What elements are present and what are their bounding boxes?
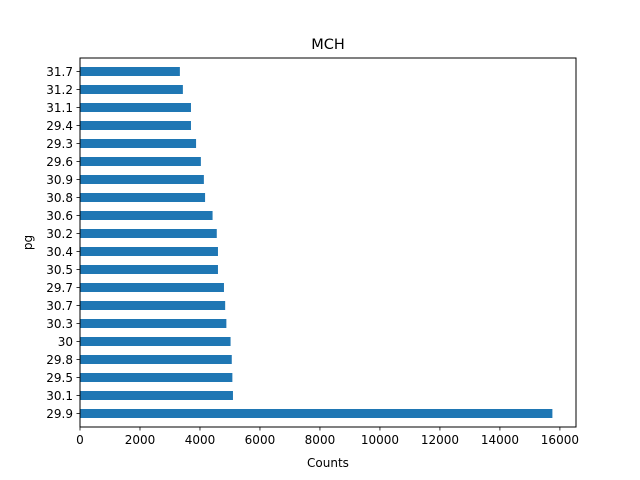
y-axis-title: pg [21,235,35,250]
bar-30.7 [80,301,226,310]
bar-29.3 [80,139,197,148]
y-tick-label: 31.2 [46,83,73,97]
y-tick-label: 30.6 [46,209,73,223]
y-tick-label: 30.9 [46,173,73,187]
y-tick-label: 31.1 [46,101,73,115]
bar-30.4 [80,247,218,256]
bar-31.1 [80,103,191,112]
y-tick-label: 30.1 [46,389,73,403]
y-tick-label: 30.3 [46,317,73,331]
y-tick-label: 30.5 [46,263,73,277]
x-tick-label: 14000 [481,433,519,447]
plot-frame [79,57,577,428]
bar-29.9 [80,409,553,418]
bar-30.2 [80,229,217,238]
bars-group [80,67,553,418]
x-tick-label: 16000 [541,433,579,447]
chart-title: MCH [311,37,345,53]
y-tick-label: 30.8 [46,191,73,205]
bar-30.6 [80,211,213,220]
bar-31.7 [80,67,180,76]
y-tick-label: 30.2 [46,227,73,241]
y-tick-label: 31.7 [46,65,73,79]
y-tick-label: 29.9 [46,407,73,421]
x-tick-label: 6000 [245,433,276,447]
bar-29.4 [80,121,191,130]
bar-30.1 [80,391,233,400]
x-tick-label: 4000 [185,433,216,447]
bar-30.8 [80,193,206,202]
y-axis-ticks: 29.9 30.1 29.5 29.8 30 30.3 30.7 29.7 30.5 30.4 30… [46,65,80,421]
x-axis-ticks: 0 2000 4000 6000 8000 10000 12000 14000 16000 [76,427,579,447]
bar-30.9 [80,175,204,184]
y-tick-label: 30.7 [46,299,73,313]
x-axis-title: Counts [307,456,349,470]
x-tick-label: 8000 [305,433,336,447]
bar-29.8 [80,355,232,364]
y-tick-label: 29.8 [46,353,73,367]
bar-29.6 [80,157,201,166]
bar-29.7 [80,283,224,292]
y-tick-label: 30 [58,335,73,349]
y-tick-label: 29.4 [46,119,73,133]
x-tick-label: 12000 [421,433,459,447]
y-tick-label: 29.3 [46,137,73,151]
bar-29.5 [80,373,233,382]
y-tick-label: 30.4 [46,245,73,259]
y-tick-label: 29.6 [46,155,73,169]
x-tick-label: 10000 [361,433,399,447]
y-tick-label: 29.7 [46,281,73,295]
x-tick-label: 2000 [125,433,156,447]
bar-30 [80,337,231,346]
bar-31.2 [80,85,183,94]
x-tick-label: 0 [76,433,84,447]
bar-30.5 [80,265,218,274]
y-tick-label: 29.5 [46,371,73,385]
bar-30.3 [80,319,227,328]
